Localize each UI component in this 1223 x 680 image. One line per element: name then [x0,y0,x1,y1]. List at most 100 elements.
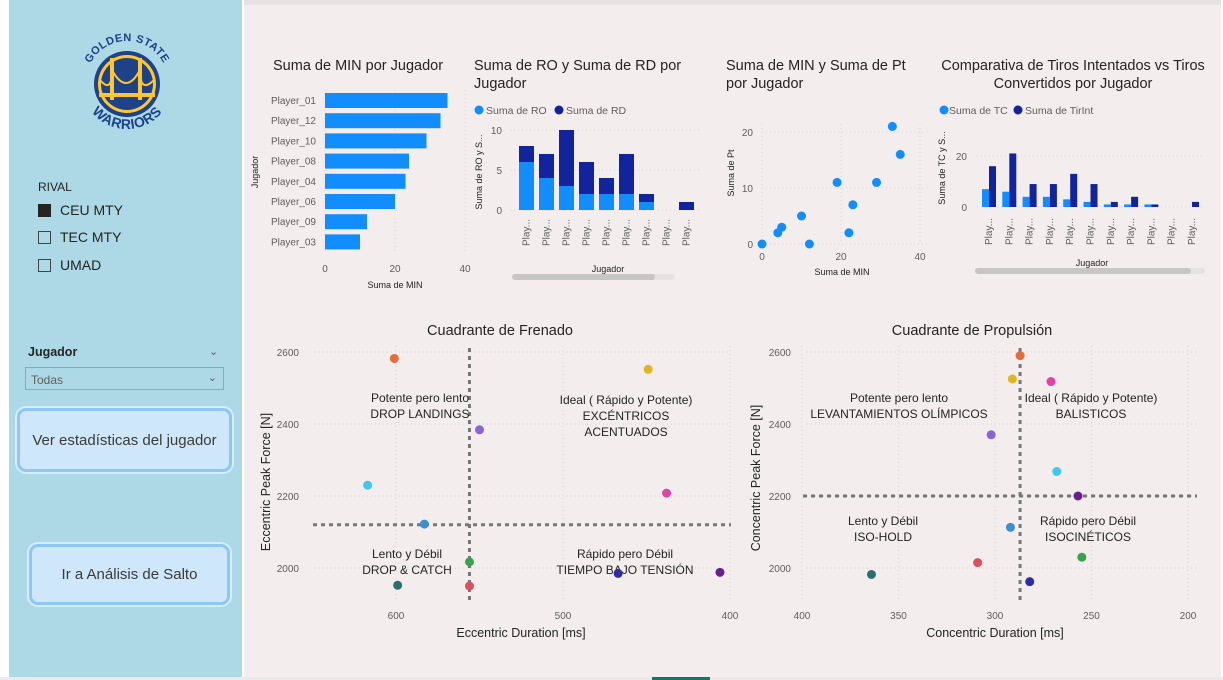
bar-tc [1063,199,1071,207]
scatter-point [1025,577,1035,587]
scatter-point [464,581,474,591]
scatter-point [866,569,876,579]
x-tick-label: 350 [890,611,907,622]
bar-rd [619,154,634,194]
bar-ro [539,178,554,210]
bar-tirint [1009,153,1017,207]
x-tick-label: Play... [582,219,593,246]
quadrant-label: TIEMPO BAJO TENSIÓN [556,562,693,577]
rival-option-label: UMAD [60,257,102,273]
scatter-point [1005,522,1015,532]
scatter-point [464,557,474,567]
bar-tirint [1070,173,1078,207]
legend-label: Suma de RD [566,105,627,117]
bar-ro [519,162,534,210]
quadrant-label: Rápido pero Débil [1040,514,1136,528]
horizontal-scrollbar [512,274,655,280]
quadrant-label: EXCÉNTRICOS [583,408,670,423]
x-tick-label: 0 [759,252,765,263]
x-axis-title: Suma de MIN [814,267,869,277]
quadrant-label: Rápido pero Débil [577,547,673,561]
bar-rd [579,162,594,194]
scatter-point [757,239,767,249]
x-tick-label: Play... [662,219,673,246]
x-tick-label: Play... [542,219,553,246]
quadrant-label: Lento y Débil [372,547,442,561]
y-tick-label: 2200 [277,492,300,503]
bar-tirint [1131,196,1139,207]
y-tick-label: 20 [956,152,968,163]
quadrant-label: DROP & CATCH [362,563,452,577]
chevron-down-icon: ⌄ [207,372,217,384]
quadrant-label: Potente pero lento [371,391,469,405]
y-tick-label: Player_03 [271,237,316,248]
scatter-point [777,222,787,232]
bar-tc [1042,196,1050,207]
bar-tc [1103,204,1111,207]
scatter-point [662,488,672,498]
x-axis-title: Jugador [1076,258,1109,268]
page-tabs-bar [0,677,1223,680]
checkbox-checked-icon[interactable] [38,203,51,217]
bar-rd [519,146,534,162]
legend-marker [554,105,564,115]
jugador-dropdown-value: Todas [31,373,64,387]
bar-tc [982,189,989,207]
view-player-stats-button[interactable]: Ver estadísticas del jugador [17,408,232,472]
x-tick-label: 40 [459,264,471,275]
x-tick-label: 500 [555,611,572,622]
x-tick-label: Play... [642,219,653,246]
bar-ro [599,194,614,210]
bar-tc [1022,196,1030,207]
checkbox-icon[interactable] [38,258,51,272]
x-tick-label: Play... [1106,218,1117,245]
y-tick-label: 0 [496,206,502,217]
x-axis-title: Concentric Duration [ms] [926,626,1064,640]
bar-ro [639,202,654,210]
bar-tirint [1029,184,1037,207]
bar-rd [679,202,694,210]
y-tick-label: Player_06 [271,197,316,208]
scatter-point [844,228,854,238]
quadrant-label: Ideal ( Rápido y Potente) [560,393,693,407]
y-axis-title: Suma de TC y S... [937,131,947,204]
scatter-point [475,425,484,435]
checkbox-icon[interactable] [38,230,51,244]
x-tick-label: Play... [1045,218,1056,245]
x-tick-label: Play... [1146,218,1157,245]
x-tick-label: Play... [1086,218,1097,245]
rival-option-ceu-mty[interactable]: CEU MTY [38,202,123,218]
bar-tirint [1151,204,1159,207]
y-tick-label: Player_10 [271,136,316,147]
bar-ro [579,194,594,210]
bar-rd [539,154,554,178]
legend-label: Suma de RO [486,105,547,117]
horizontal-scrollbar [975,268,1191,274]
scatter-point [887,121,897,131]
bar-ro [559,186,574,210]
y-tick-label: 20 [742,128,754,139]
min-pt-title: Suma de MIN y Suma de Pt por Jugador [726,58,906,92]
report-canvas [244,0,1221,678]
collapse-chevron-icon[interactable]: ⌄ [209,346,219,358]
frenado-title: Cuadrante de Frenado [427,323,573,339]
scatter-point [1052,467,1062,477]
x-tick-label: Play... [562,219,573,246]
active-page-tab[interactable] [652,677,710,680]
jugador-dropdown[interactable]: Todas ⌄ [25,367,224,390]
y-tick-label: Player_12 [271,116,316,127]
legend-marker [1013,105,1023,115]
scatter-point [419,519,429,529]
y-axis-title: Eccentric Peak Force [N] [259,413,273,551]
frenado-chart: 2000 2200 2400 2600 600 500 400 Potente pero le… [259,346,739,640]
scatter-point [797,211,806,221]
scatter-point [1015,351,1025,361]
rival-option-tec-mty[interactable]: TEC MTY [38,229,121,245]
y-axis-title: Suma de Pt [726,149,736,197]
scatter-point [804,239,814,249]
min-by-player-chart: 0 20 40 Player_01 Player_12 Player_10 Player_0… [250,90,471,290]
scatter-point [363,480,373,490]
rival-option-umad[interactable]: UMAD [38,257,101,273]
jump-analysis-button[interactable]: Ir a Análisis de Salto [29,544,230,605]
quadrant-label: Ideal ( Rápido y Potente) [1025,391,1158,405]
